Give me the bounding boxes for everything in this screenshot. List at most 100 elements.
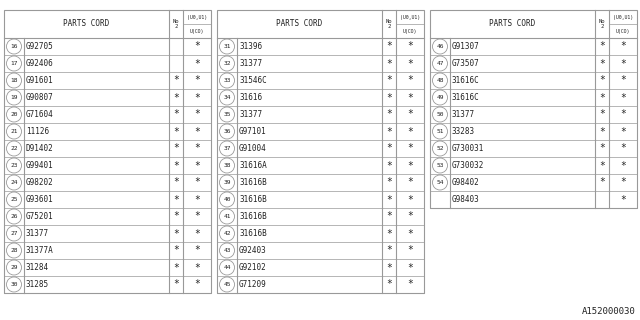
Text: *: * (386, 143, 392, 154)
Text: 26: 26 (10, 214, 18, 219)
Text: G98403: G98403 (452, 195, 480, 204)
Text: G98202: G98202 (26, 178, 54, 187)
Text: (U0,U1): (U0,U1) (187, 14, 207, 20)
Text: *: * (407, 109, 413, 119)
Text: 42: 42 (223, 231, 231, 236)
Text: G92102: G92102 (239, 263, 267, 272)
Text: 50: 50 (436, 112, 444, 117)
Text: G98402: G98402 (452, 178, 480, 187)
Text: 35: 35 (223, 112, 231, 117)
Text: *: * (407, 245, 413, 255)
Text: 33: 33 (223, 78, 231, 83)
Text: *: * (386, 279, 392, 290)
Text: *: * (599, 126, 605, 137)
Text: U(CO): U(CO) (190, 28, 204, 34)
Text: 49: 49 (436, 95, 444, 100)
Text: 32: 32 (223, 61, 231, 66)
Text: *: * (407, 161, 413, 171)
Text: *: * (620, 195, 626, 204)
Text: *: * (173, 161, 179, 171)
Text: No
2: No 2 (386, 19, 392, 29)
Text: 31546C: 31546C (239, 76, 267, 85)
Bar (430, 10, 637, 208)
Text: *: * (194, 109, 200, 119)
Text: 31377A: 31377A (26, 246, 54, 255)
Text: No
2: No 2 (599, 19, 605, 29)
Text: 31616C: 31616C (452, 93, 480, 102)
Text: *: * (407, 212, 413, 221)
Text: 31616A: 31616A (239, 161, 267, 170)
Text: *: * (194, 262, 200, 273)
Text: *: * (620, 42, 626, 52)
Text: 17: 17 (10, 61, 18, 66)
Text: *: * (194, 92, 200, 102)
Text: *: * (173, 109, 179, 119)
Text: *: * (599, 42, 605, 52)
Text: *: * (173, 126, 179, 137)
Text: 34: 34 (223, 95, 231, 100)
Text: G99401: G99401 (26, 161, 54, 170)
Text: *: * (599, 161, 605, 171)
Bar (217, 10, 424, 293)
Text: 31396: 31396 (239, 42, 262, 51)
Text: G93601: G93601 (26, 195, 54, 204)
Text: 22: 22 (10, 146, 18, 151)
Text: *: * (386, 178, 392, 188)
Text: *: * (407, 178, 413, 188)
Text: 31377: 31377 (452, 110, 475, 119)
Text: G90807: G90807 (26, 93, 54, 102)
Text: *: * (386, 195, 392, 204)
Text: 51: 51 (436, 129, 444, 134)
Text: *: * (173, 212, 179, 221)
Text: 54: 54 (436, 180, 444, 185)
Text: No
2: No 2 (173, 19, 179, 29)
Text: 36: 36 (223, 129, 231, 134)
Text: G91004: G91004 (239, 144, 267, 153)
Text: *: * (386, 262, 392, 273)
Text: 31616C: 31616C (452, 76, 480, 85)
Text: 18: 18 (10, 78, 18, 83)
Text: U(CO): U(CO) (616, 28, 630, 34)
Text: U(CO): U(CO) (403, 28, 417, 34)
Text: G91307: G91307 (452, 42, 480, 51)
Text: *: * (599, 178, 605, 188)
Text: 44: 44 (223, 265, 231, 270)
Text: 53: 53 (436, 163, 444, 168)
Text: G730032: G730032 (452, 161, 484, 170)
Text: *: * (173, 262, 179, 273)
Text: *: * (386, 212, 392, 221)
Text: *: * (599, 76, 605, 85)
Text: 16: 16 (10, 44, 18, 49)
Bar (4, 10, 211, 293)
Text: 31616: 31616 (239, 93, 262, 102)
Text: 24: 24 (10, 180, 18, 185)
Text: *: * (386, 228, 392, 238)
Text: (U0,U1): (U0,U1) (613, 14, 633, 20)
Text: *: * (407, 262, 413, 273)
Text: *: * (386, 161, 392, 171)
Text: G92705: G92705 (26, 42, 54, 51)
Text: *: * (407, 195, 413, 204)
Text: *: * (620, 178, 626, 188)
Text: G75201: G75201 (26, 212, 54, 221)
Text: 47: 47 (436, 61, 444, 66)
Text: 31377: 31377 (239, 110, 262, 119)
Text: 40: 40 (223, 197, 231, 202)
Text: G730031: G730031 (452, 144, 484, 153)
Text: *: * (620, 126, 626, 137)
Text: 19: 19 (10, 95, 18, 100)
Text: *: * (407, 279, 413, 290)
Text: G91601: G91601 (26, 76, 54, 85)
Text: *: * (386, 59, 392, 68)
Text: 31616B: 31616B (239, 195, 267, 204)
Text: 27: 27 (10, 231, 18, 236)
Text: 41: 41 (223, 214, 231, 219)
Text: 25: 25 (10, 197, 18, 202)
Text: 31616B: 31616B (239, 229, 267, 238)
Text: 38: 38 (223, 163, 231, 168)
Text: 23: 23 (10, 163, 18, 168)
Text: 31377: 31377 (26, 229, 49, 238)
Text: *: * (194, 143, 200, 154)
Text: 28: 28 (10, 248, 18, 253)
Text: PARTS CORD: PARTS CORD (276, 20, 323, 28)
